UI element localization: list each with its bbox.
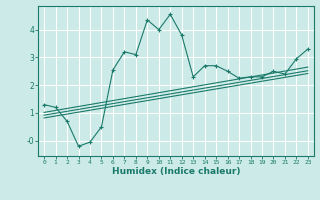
X-axis label: Humidex (Indice chaleur): Humidex (Indice chaleur): [112, 167, 240, 176]
